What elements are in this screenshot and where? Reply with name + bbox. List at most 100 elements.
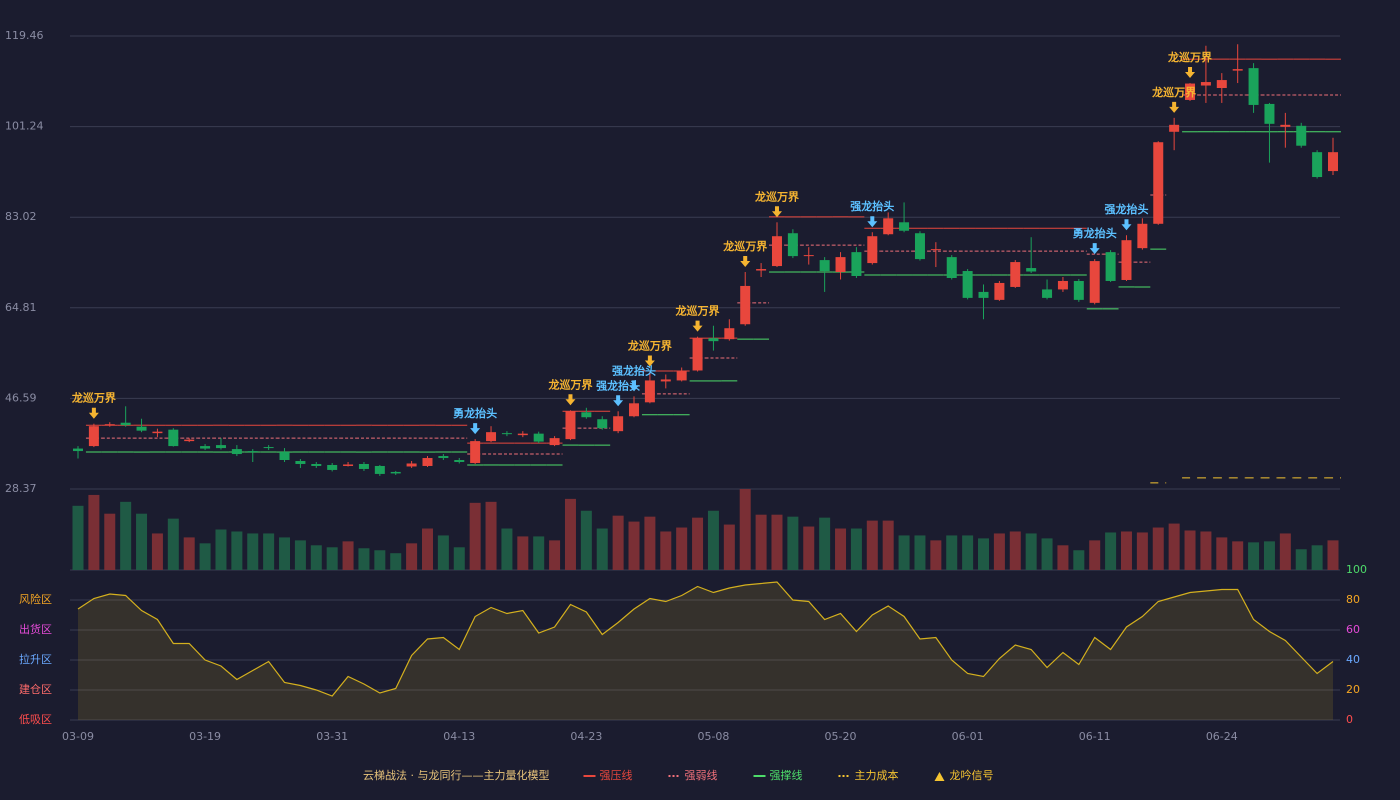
- volume-bar: [517, 536, 529, 570]
- candle-body: [215, 445, 226, 449]
- y-tick-label: 101.24: [5, 120, 44, 133]
- volume-bar: [739, 489, 751, 570]
- volume-bar: [485, 501, 497, 570]
- candle-body: [279, 452, 290, 461]
- signal-label: 龙巡万界: [1151, 85, 1196, 99]
- x-tick-label: 03-09: [62, 730, 94, 743]
- candle-body: [1200, 82, 1211, 86]
- indicator-area: [78, 582, 1333, 720]
- candle-body: [1216, 80, 1227, 89]
- signal-label: 龙巡万界: [1167, 50, 1212, 64]
- candle-body: [740, 285, 751, 325]
- signal-arrow: [613, 395, 624, 407]
- candle-body: [1153, 142, 1164, 224]
- candle-body: [1280, 124, 1291, 127]
- zone-label: 低吸区: [19, 713, 52, 726]
- candle-body: [343, 464, 354, 466]
- candle-body: [231, 449, 242, 455]
- candle-body: [676, 370, 687, 381]
- candle-body: [1042, 289, 1053, 298]
- candle-body: [200, 446, 211, 449]
- zone-label: 出货区: [19, 622, 52, 636]
- candle-body: [914, 233, 925, 260]
- candle-body: [1328, 152, 1338, 172]
- legend-swatch: [934, 772, 945, 781]
- volume-bar: [644, 516, 656, 570]
- signal-arrow: [740, 256, 751, 268]
- candle-body: [406, 463, 417, 467]
- candle-body: [1169, 124, 1180, 132]
- signal-arrow: [1169, 101, 1180, 113]
- candle-body: [327, 464, 338, 470]
- y-tick-label: 40: [1346, 653, 1360, 666]
- y-tick-label: 119.46: [5, 29, 44, 42]
- candle-body: [978, 291, 989, 298]
- signal-arrow: [470, 423, 481, 435]
- candle-body: [501, 433, 512, 435]
- volume-bar: [628, 521, 640, 570]
- volume-bar: [1073, 550, 1085, 570]
- candle-body: [867, 236, 878, 264]
- volume-bar: [564, 498, 576, 570]
- candle-body: [120, 422, 131, 426]
- candle-body: [613, 416, 624, 432]
- signal-label: 龙巡万界: [71, 391, 116, 405]
- volume-bar: [1009, 531, 1021, 570]
- volume-bar: [1279, 533, 1291, 570]
- signal-label: 龙巡万界: [754, 189, 799, 203]
- candle-body: [438, 456, 449, 459]
- candle-body: [152, 431, 163, 434]
- candle-body: [390, 471, 401, 474]
- volume-bar: [167, 518, 179, 570]
- volume-bar: [1089, 540, 1101, 570]
- candle-body: [1312, 152, 1323, 178]
- y-tick-label: 20: [1346, 683, 1360, 696]
- volume-bar: [390, 553, 402, 570]
- volume-bar: [374, 550, 386, 570]
- signal-arrow: [867, 216, 878, 228]
- volume-bar: [469, 502, 481, 570]
- volume-bar: [1025, 533, 1037, 570]
- volume-bar: [771, 514, 783, 570]
- y-tick-label: 46.59: [5, 391, 37, 404]
- legend-label: 龙吟信号: [950, 768, 994, 782]
- candle-body: [597, 419, 608, 429]
- signal-arrow: [629, 380, 640, 392]
- volume-bar: [660, 531, 672, 570]
- candle-body: [247, 451, 258, 453]
- volume-bar: [279, 537, 291, 570]
- volume-bar: [437, 535, 449, 570]
- candle-body: [629, 403, 640, 417]
- signal-arrow: [88, 407, 99, 419]
- volume-bar: [946, 535, 958, 570]
- volume-bar: [453, 547, 465, 570]
- candle-body: [311, 463, 322, 466]
- signal-label: 强龙抬头: [596, 378, 640, 392]
- candle-body: [486, 432, 497, 442]
- volume-bar: [723, 524, 735, 570]
- candle-body: [184, 439, 195, 442]
- x-tick-label: 04-23: [570, 730, 602, 743]
- volume-bar: [215, 529, 227, 570]
- volume-bar: [1120, 531, 1132, 570]
- y-tick-label: 0: [1346, 713, 1353, 726]
- volume-bar: [866, 520, 878, 570]
- candle-body: [1089, 261, 1100, 303]
- candle-body: [930, 249, 941, 251]
- volume-bar: [898, 535, 910, 570]
- volume-bar: [1184, 530, 1196, 570]
- volume-bar: [930, 540, 942, 570]
- volume-bar: [978, 538, 990, 570]
- candle-body: [549, 438, 560, 446]
- signal-arrow: [692, 320, 703, 332]
- x-tick-label: 05-20: [825, 730, 857, 743]
- candle-body: [88, 426, 99, 447]
- candle-body: [1010, 262, 1021, 287]
- candle-body: [533, 433, 544, 442]
- volume-bar: [819, 517, 831, 570]
- signal-label: 龙巡万界: [675, 304, 720, 318]
- signal-label: 强龙抬头: [1104, 202, 1148, 216]
- volume-bar: [88, 494, 100, 570]
- volume-bar: [803, 526, 815, 570]
